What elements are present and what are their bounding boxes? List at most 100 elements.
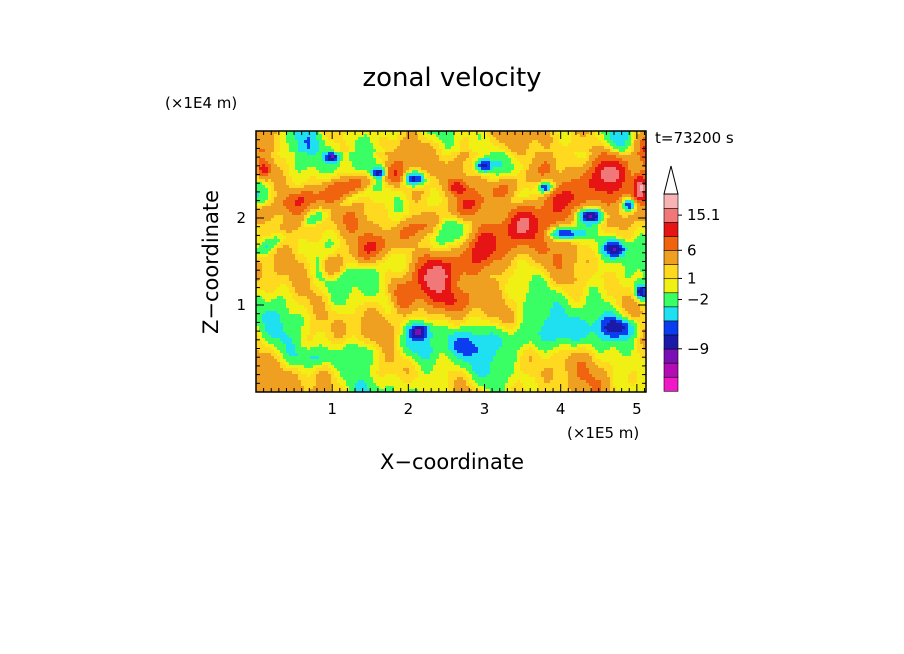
field-cell bbox=[370, 245, 374, 249]
field-cell bbox=[403, 224, 407, 228]
field-cell bbox=[457, 179, 461, 183]
field-cell bbox=[346, 152, 350, 156]
field-cell bbox=[367, 191, 371, 195]
field-cell bbox=[487, 173, 491, 177]
field-cell bbox=[640, 182, 644, 186]
field-cell bbox=[322, 197, 326, 201]
field-cell bbox=[289, 182, 293, 186]
field-cell bbox=[451, 161, 455, 165]
field-cell bbox=[286, 227, 290, 231]
field-cell bbox=[265, 158, 269, 162]
field-cell bbox=[457, 149, 461, 153]
field-cell bbox=[409, 206, 413, 210]
field-cell bbox=[631, 191, 635, 195]
field-cell bbox=[490, 134, 494, 138]
field-cell bbox=[295, 179, 299, 183]
field-cell bbox=[571, 203, 575, 207]
field-cell bbox=[565, 221, 569, 225]
field-cell bbox=[331, 164, 335, 168]
field-cell bbox=[421, 173, 425, 177]
field-cell bbox=[388, 197, 392, 201]
field-cell bbox=[586, 176, 590, 180]
field-cell bbox=[595, 212, 599, 216]
field-cell bbox=[523, 137, 527, 141]
field-cell bbox=[451, 203, 455, 207]
field-cell bbox=[535, 221, 539, 225]
field-cell bbox=[382, 197, 386, 201]
field-cell bbox=[259, 167, 263, 171]
field-cell bbox=[469, 230, 473, 234]
field-cell bbox=[316, 230, 320, 234]
field-cell bbox=[289, 224, 293, 228]
field-cell bbox=[643, 140, 647, 144]
field-cell bbox=[271, 224, 275, 228]
field-cell bbox=[583, 194, 587, 198]
field-cell bbox=[457, 131, 461, 135]
field-cell bbox=[580, 158, 584, 162]
field-cell bbox=[283, 236, 287, 240]
field-cell bbox=[283, 179, 287, 183]
field-cell bbox=[424, 215, 428, 219]
field-cell bbox=[541, 224, 545, 228]
field-cell bbox=[634, 218, 638, 222]
field-cell bbox=[313, 152, 317, 156]
field-cell bbox=[301, 197, 305, 201]
field-cell bbox=[262, 179, 266, 183]
field-cell bbox=[619, 185, 623, 189]
field-cell bbox=[442, 227, 446, 231]
field-cell bbox=[505, 188, 509, 192]
field-cell bbox=[478, 218, 482, 222]
field-cell bbox=[451, 167, 455, 171]
field-cell bbox=[406, 221, 410, 225]
field-cell bbox=[631, 209, 635, 213]
field-cell bbox=[328, 179, 332, 183]
field-cell bbox=[370, 131, 374, 135]
field-cell bbox=[571, 194, 575, 198]
field-cell bbox=[484, 194, 488, 198]
field-cell bbox=[340, 230, 344, 234]
field-cell bbox=[610, 209, 614, 213]
field-cell bbox=[628, 209, 632, 213]
field-cell bbox=[337, 182, 341, 186]
field-cell bbox=[478, 173, 482, 177]
field-cell bbox=[532, 185, 536, 189]
field-cell bbox=[490, 200, 494, 204]
field-cell bbox=[574, 224, 578, 228]
field-cell bbox=[355, 143, 359, 147]
field-cell bbox=[442, 182, 446, 186]
field-cell bbox=[271, 227, 275, 231]
field-cell bbox=[343, 242, 347, 246]
field-cell bbox=[604, 212, 608, 216]
field-cell bbox=[544, 158, 548, 162]
field-cell bbox=[577, 233, 581, 237]
field-cell bbox=[391, 188, 395, 192]
field-cell bbox=[439, 176, 443, 180]
field-cell bbox=[436, 170, 440, 174]
field-cell bbox=[508, 149, 512, 153]
field-cell bbox=[547, 149, 551, 153]
field-cell bbox=[493, 212, 497, 216]
field-cell bbox=[334, 179, 338, 183]
field-cell bbox=[268, 143, 272, 147]
field-cell bbox=[625, 203, 629, 207]
field-cell bbox=[457, 152, 461, 156]
field-cell bbox=[403, 167, 407, 171]
field-cell bbox=[445, 185, 449, 189]
field-cell bbox=[382, 164, 386, 168]
field-cell bbox=[643, 167, 647, 171]
field-cell bbox=[427, 158, 431, 162]
field-cell bbox=[502, 173, 506, 177]
field-cell bbox=[271, 140, 275, 144]
field-cell bbox=[292, 194, 296, 198]
field-cell bbox=[376, 224, 380, 228]
field-cell bbox=[325, 140, 329, 144]
field-cell bbox=[484, 140, 488, 144]
field-cell bbox=[571, 182, 575, 186]
field-cell bbox=[424, 158, 428, 162]
field-cell bbox=[304, 179, 308, 183]
field-cell bbox=[481, 131, 485, 135]
field-cell bbox=[589, 143, 593, 147]
field-cell bbox=[361, 137, 365, 141]
field-cell bbox=[550, 242, 554, 246]
field-cell bbox=[577, 218, 581, 222]
